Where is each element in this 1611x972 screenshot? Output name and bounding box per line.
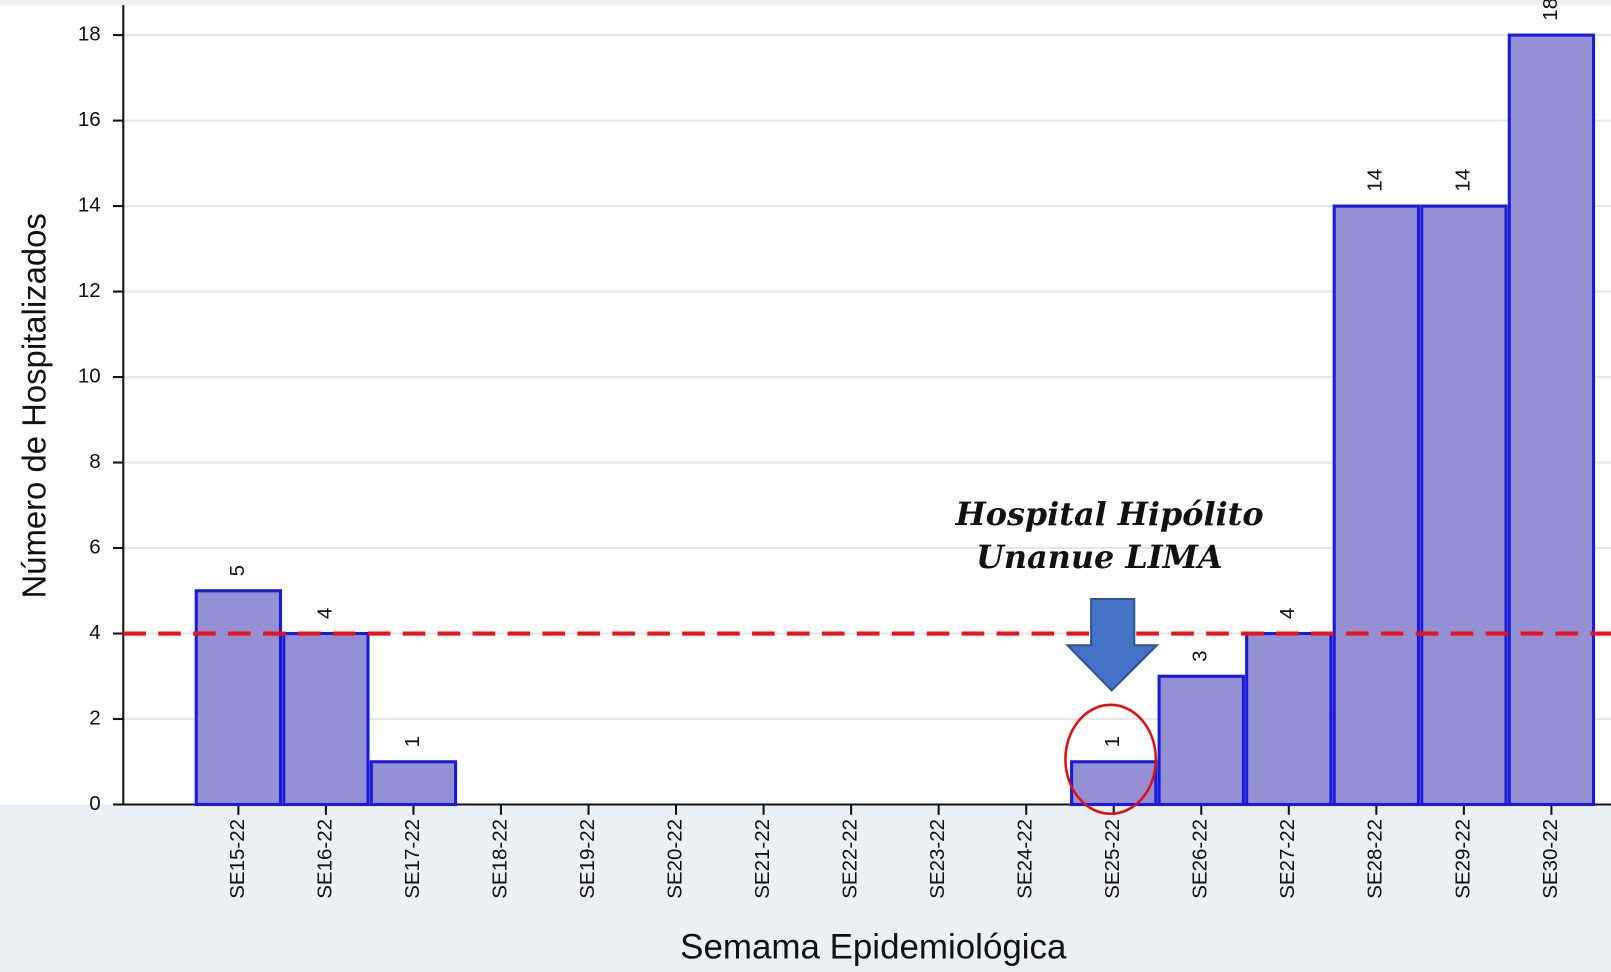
highlight-circle: [1064, 703, 1158, 816]
x-tick-label: SE20-22: [663, 819, 686, 899]
x-tick-label: SE19-22: [576, 819, 599, 899]
x-tick-label: SE18-22: [488, 819, 511, 899]
bar: [1157, 674, 1245, 807]
y-tick-label: 12: [78, 279, 101, 302]
value-label: 1: [401, 736, 424, 747]
x-tick-label: SE25-22: [1101, 819, 1124, 899]
value-label: 14: [1451, 169, 1474, 192]
x-tick-label: SE28-22: [1364, 819, 1387, 899]
x-tick-label: SE27-22: [1276, 819, 1299, 899]
y-tick-label: 2: [89, 706, 100, 729]
x-tick-label: SE22-22: [839, 819, 862, 899]
x-tick-label: SE24-22: [1014, 819, 1037, 899]
annotation-arrow: [1065, 597, 1160, 692]
x-tick-label: SE26-22: [1189, 819, 1212, 899]
x-tick-label: SE15-22: [226, 819, 249, 899]
bar: [1420, 204, 1508, 807]
marks: 5 4 1 1 3 4 14 14 18: [123, 0, 1611, 807]
value-label: 3: [1189, 650, 1212, 661]
x-tick-label: SE17-22: [401, 819, 424, 899]
y-tick-label: 18: [78, 23, 101, 46]
x-tick-label: SE23-22: [926, 819, 949, 899]
y-tick-label: 10: [78, 364, 101, 387]
y-tick-label: 14: [78, 193, 101, 216]
value-label: 4: [1276, 608, 1299, 619]
y-tick-label: 4: [89, 621, 100, 644]
value-label: 5: [226, 565, 249, 576]
annotation: Hospital Hipólito Unanue LIMA: [955, 495, 1264, 576]
y-tick-label: 0: [89, 792, 100, 815]
x-tick-label: SE21-22: [751, 819, 774, 899]
bar: [1332, 204, 1421, 807]
y-tick-label: 8: [89, 450, 100, 473]
y-axis-title: Número de Hospitalizados: [16, 213, 53, 598]
bar: [369, 760, 458, 807]
x-axis-title: Semama Epidemiológica: [680, 928, 1067, 967]
bar: [282, 631, 370, 807]
value-label: 1: [1101, 736, 1124, 747]
bar: [1245, 631, 1333, 807]
annotation-line: Hospital Hipólito: [955, 495, 1264, 533]
x-tick-label: SE16-22: [313, 819, 336, 899]
x-tick-label: SE30-22: [1539, 819, 1562, 899]
x-tick-label: SE29-22: [1451, 819, 1474, 899]
value-label: 14: [1364, 169, 1387, 192]
annotation-line: Unanue LIMA: [976, 538, 1222, 576]
y-tick-label: 16: [78, 108, 101, 131]
bar: [194, 589, 283, 807]
y-tick-label: 6: [89, 535, 100, 558]
bar: [1507, 33, 1596, 807]
value-label: 4: [313, 608, 336, 619]
value-label: 18: [1539, 0, 1562, 21]
